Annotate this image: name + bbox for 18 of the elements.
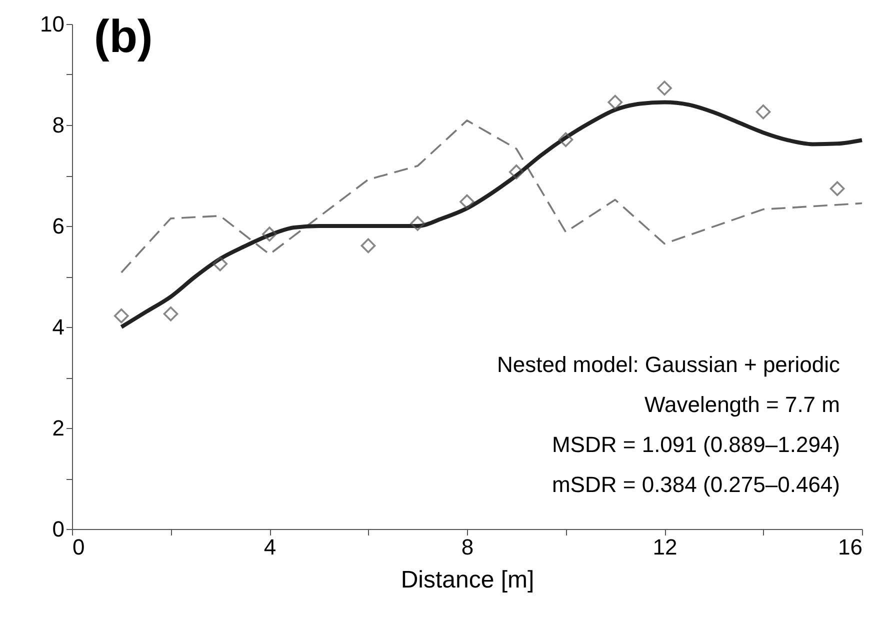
chart-title: (b) — [94, 10, 153, 62]
y-tick-label: 6 — [52, 214, 64, 238]
x-axis-title: Distance [m] — [400, 566, 534, 594]
y-tick-label: 0 — [52, 516, 64, 542]
x-tick-label: 0 — [72, 534, 85, 560]
y-tick-label: 4 — [52, 314, 64, 340]
y-tick-label: 10 — [40, 12, 64, 36]
annotation: Wavelength = 7.7 m — [644, 392, 840, 417]
x-tick-label: 8 — [461, 534, 474, 560]
annotation: mSDR = 0.384 (0.275–0.464) — [552, 472, 840, 497]
y-tick-label: 2 — [52, 416, 64, 440]
line-series — [120, 120, 863, 274]
y-tick-label: 8 — [52, 112, 64, 138]
x-tick-label: 4 — [264, 534, 276, 560]
x-tick-label: 16 — [838, 534, 862, 560]
x-tick-label: 12 — [652, 534, 678, 560]
annotation: MSDR = 1.091 (0.889–1.294) — [552, 432, 840, 457]
annotation: Nested model: Gaussian + periodic — [496, 352, 840, 377]
